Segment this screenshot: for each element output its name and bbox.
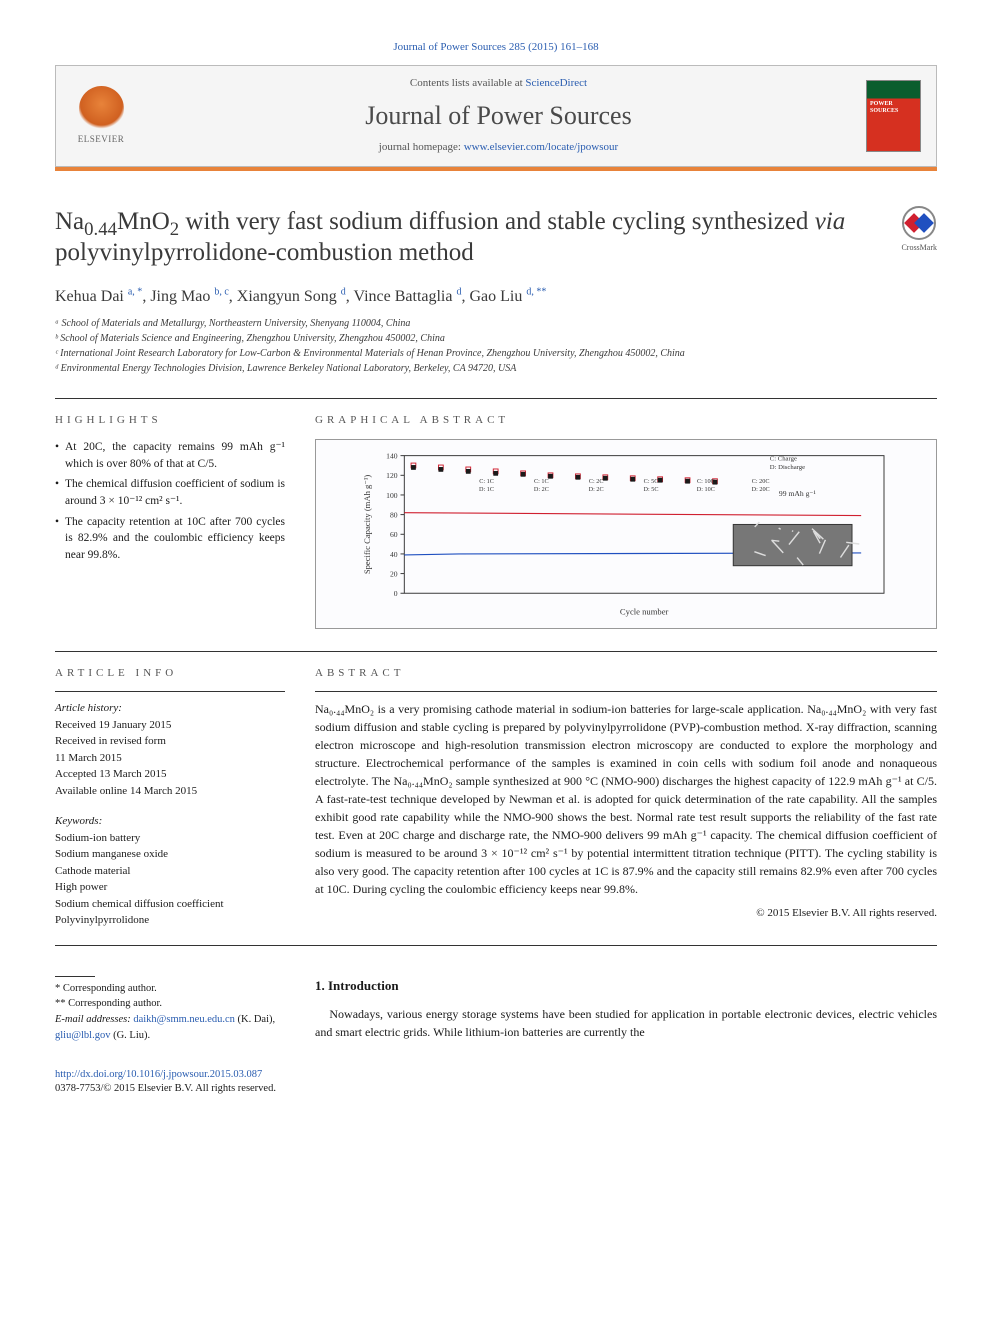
sciencedirect-link[interactable]: ScienceDirect xyxy=(525,77,587,89)
homepage-prefix: journal homepage: xyxy=(379,141,464,153)
article-title: Na0.44MnO2 with very fast sodium diffusi… xyxy=(55,206,901,269)
info-rule xyxy=(55,691,285,692)
orange-rule xyxy=(55,167,937,171)
svg-text:C: 1C: C: 1C xyxy=(534,478,549,485)
corresponding-1: * Corresponding author. xyxy=(55,981,285,997)
svg-text:D: 1C: D: 1C xyxy=(479,486,494,493)
highlight-item: The chemical diffusion coefficient of so… xyxy=(55,476,285,509)
history-label: Article history: xyxy=(55,700,285,717)
abstract-text: Na₀.₄₄MnO₂ is a very promising cathode m… xyxy=(315,700,937,898)
crossmark-badge[interactable]: CrossMark xyxy=(901,206,937,253)
elsevier-logo: ELSEVIER xyxy=(71,81,131,151)
svg-text:D: 2C: D: 2C xyxy=(534,486,549,493)
keyword-item: Sodium-ion battery xyxy=(55,830,285,847)
homepage-line: journal homepage: www.elsevier.com/locat… xyxy=(131,140,866,155)
svg-text:C: Charge: C: Charge xyxy=(770,455,797,462)
svg-text:20: 20 xyxy=(390,569,398,578)
introduction-heading: 1. Introduction xyxy=(315,976,937,996)
issn-line: 0378-7753/© 2015 Elsevier B.V. All right… xyxy=(55,1083,276,1094)
section-rule-3 xyxy=(55,945,937,946)
page-footer: http://dx.doi.org/10.1016/j.jpowsour.201… xyxy=(55,1068,937,1097)
elsevier-tree-icon xyxy=(79,86,124,131)
graphical-abstract-chart: 0 20 40 60 80 100 120 140 Specific Capacity (mAh… xyxy=(315,439,937,629)
graphical-abstract-heading: GRAPHICAL ABSTRACT xyxy=(315,413,937,428)
svg-text:0: 0 xyxy=(394,589,398,598)
keywords-label: Keywords: xyxy=(55,813,285,830)
svg-text:D: 20C: D: 20C xyxy=(752,486,770,493)
svg-text:D: 10C: D: 10C xyxy=(697,486,715,493)
email-link-2[interactable]: gliu@lbl.gov xyxy=(55,1030,110,1041)
history-line: 11 March 2015 xyxy=(55,750,285,767)
svg-text:100: 100 xyxy=(386,491,398,500)
svg-text:C: 5C: C: 5C xyxy=(644,478,659,485)
highlights-heading: HIGHLIGHTS xyxy=(55,413,285,428)
crossmark-label: CrossMark xyxy=(901,242,937,253)
highlight-item: The capacity retention at 10C after 700 … xyxy=(55,514,285,564)
doi-link[interactable]: http://dx.doi.org/10.1016/j.jpowsour.201… xyxy=(55,1069,262,1080)
authors-line: Kehua Dai a, *, Jing Mao b, c, Xiangyun … xyxy=(55,286,937,308)
keyword-item: Sodium manganese oxide xyxy=(55,846,285,863)
svg-text:C: 2C: C: 2C xyxy=(589,478,604,485)
chart-svg: 0 20 40 60 80 100 120 140 Specific Capacity (mAh… xyxy=(324,448,928,620)
svg-text:Cycle number: Cycle number xyxy=(620,606,669,616)
svg-text:120: 120 xyxy=(386,471,398,480)
section-rule xyxy=(55,398,937,399)
section-rule-2 xyxy=(55,651,937,652)
history-line: Available online 14 March 2015 xyxy=(55,783,285,800)
svg-text:Specific Capacity (mAh g⁻¹): Specific Capacity (mAh g⁻¹) xyxy=(362,474,372,574)
keyword-item: Polyvinylpyrrolidone xyxy=(55,912,285,929)
highlight-item: At 20C, the capacity remains 99 mAh g⁻¹ … xyxy=(55,439,285,472)
footnote-rule xyxy=(55,976,95,977)
svg-text:C: 10C: C: 10C xyxy=(697,478,715,485)
affiliations: ᵃ School of Materials and Metallurgy, No… xyxy=(55,316,937,376)
citation-line: Journal of Power Sources 285 (2015) 161–… xyxy=(55,40,937,55)
svg-text:C: 1C: C: 1C xyxy=(479,478,494,485)
keyword-item: Cathode material xyxy=(55,863,285,880)
introduction-paragraph: Nowadays, various energy storage systems… xyxy=(315,1005,937,1041)
journal-name: Journal of Power Sources xyxy=(131,98,866,134)
svg-text:C: 20C: C: 20C xyxy=(752,478,770,485)
corresponding-2: ** Corresponding author. xyxy=(55,996,285,1012)
svg-text:40: 40 xyxy=(390,550,398,559)
highlights-list: At 20C, the capacity remains 99 mAh g⁻¹ … xyxy=(55,439,285,564)
abstract-rule xyxy=(315,691,937,692)
history-line: Received 19 January 2015 xyxy=(55,717,285,734)
sciencedirect-line: Contents lists available at ScienceDirec… xyxy=(131,76,866,91)
svg-text:140: 140 xyxy=(386,451,398,460)
crossmark-icon xyxy=(902,206,936,240)
svg-text:D: 5C: D: 5C xyxy=(644,486,659,493)
keyword-item: High power xyxy=(55,879,285,896)
svg-text:60: 60 xyxy=(390,530,398,539)
email-link-1[interactable]: daikh@smm.neu.edu.cn xyxy=(133,1014,235,1025)
abstract-heading: ABSTRACT xyxy=(315,666,937,681)
svg-text:D: 2C: D: 2C xyxy=(589,486,604,493)
keyword-item: Sodium chemical diffusion coefficient xyxy=(55,896,285,913)
svg-text:99 mAh g⁻¹: 99 mAh g⁻¹ xyxy=(779,489,817,498)
elsevier-text: ELSEVIER xyxy=(78,133,125,146)
svg-text:D: Discharge: D: Discharge xyxy=(770,464,805,471)
history-line: Received in revised form xyxy=(55,733,285,750)
keywords-block: Keywords: Sodium-ion batterySodium manga… xyxy=(55,813,285,929)
homepage-link[interactable]: www.elsevier.com/locate/jpowsour xyxy=(464,141,618,153)
email-line: E-mail addresses: daikh@smm.neu.edu.cn (… xyxy=(55,1012,285,1044)
article-info-block: Article history: Received 19 January 201… xyxy=(55,700,285,799)
journal-cover-thumbnail xyxy=(866,80,921,152)
contents-prefix: Contents lists available at xyxy=(410,77,525,89)
journal-header-box: ELSEVIER Contents lists available at Sci… xyxy=(55,65,937,166)
abstract-copyright: © 2015 Elsevier B.V. All rights reserved… xyxy=(315,906,937,921)
article-info-heading: ARTICLE INFO xyxy=(55,666,285,681)
svg-text:80: 80 xyxy=(390,510,398,519)
history-line: Accepted 13 March 2015 xyxy=(55,766,285,783)
